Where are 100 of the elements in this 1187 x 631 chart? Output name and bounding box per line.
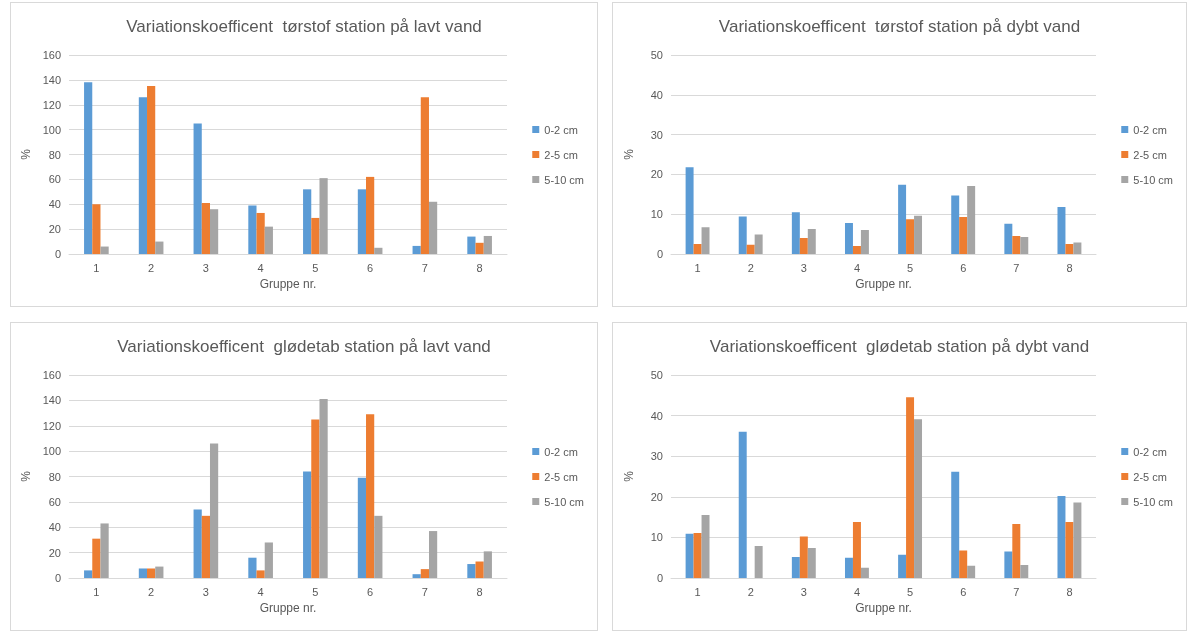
- bar: [256, 570, 265, 578]
- bar: [1020, 565, 1029, 578]
- x-tick-label: 4: [257, 261, 264, 274]
- bar: [248, 205, 257, 254]
- bar: [852, 521, 861, 578]
- y-tick-label: 10: [650, 531, 663, 544]
- bar: [84, 570, 93, 578]
- y-tick-label: 160: [42, 49, 61, 61]
- y-axis-title: %: [18, 148, 33, 160]
- bar: [138, 568, 148, 578]
- y-tick-label: 20: [650, 490, 663, 503]
- x-tick-label: 8: [476, 261, 483, 274]
- x-tick-label: 6: [960, 585, 967, 598]
- x-tick-label: 2: [747, 585, 754, 598]
- bar: [799, 536, 808, 578]
- bar: [685, 533, 694, 578]
- y-tick-label: 120: [42, 98, 61, 111]
- bar: [906, 397, 915, 578]
- legend-label: 5-10 cm: [544, 173, 585, 186]
- y-tick-label: 160: [42, 369, 61, 381]
- bar: [1065, 521, 1074, 578]
- bar: [738, 431, 747, 578]
- bar: [311, 419, 320, 578]
- x-axis-title: Gruppe nr.: [259, 277, 317, 291]
- x-tick-label: 1: [93, 585, 100, 598]
- bar: [303, 189, 312, 254]
- bar: [898, 554, 907, 578]
- x-tick-label: 8: [476, 585, 483, 598]
- bar: [412, 574, 421, 578]
- bar: [256, 212, 265, 254]
- x-tick-label: 7: [421, 585, 428, 598]
- bar: [799, 238, 808, 254]
- legend-label: 0-2 cm: [1133, 445, 1167, 458]
- y-tick-label: 100: [42, 123, 61, 136]
- x-tick-label: 3: [202, 585, 209, 598]
- bar: [967, 565, 976, 578]
- bar: [193, 123, 202, 254]
- chart-title: Variationskoefficent glødetab station på dybt vand: [709, 337, 1090, 356]
- bar: [374, 515, 383, 578]
- bar: [138, 97, 148, 254]
- bar: [467, 564, 476, 578]
- y-tick-label: 20: [48, 223, 61, 236]
- bar: [319, 399, 328, 578]
- x-tick-label: 4: [853, 585, 860, 598]
- legend-label: 5-10 cm: [1133, 173, 1174, 186]
- bar: [428, 201, 438, 254]
- legend-label: 2-5 cm: [544, 148, 578, 161]
- bar: [374, 247, 383, 254]
- legend-label: 5-10 cm: [1133, 495, 1174, 508]
- x-tick-label: 2: [747, 261, 754, 274]
- bar: [1057, 207, 1066, 254]
- y-tick-label: 0: [656, 572, 663, 584]
- y-tick-label: 40: [650, 88, 663, 101]
- y-axis-title: %: [18, 470, 33, 482]
- bar: [483, 235, 492, 254]
- bar: [193, 509, 202, 578]
- y-tick-label: 60: [48, 173, 61, 186]
- bar: [155, 241, 164, 254]
- x-tick-label: 7: [1013, 585, 1020, 598]
- bar: [475, 561, 484, 578]
- bar: [959, 550, 968, 578]
- bar: [1073, 242, 1082, 254]
- bar: [754, 545, 763, 578]
- bar: [791, 212, 800, 254]
- legend-label: 0-2 cm: [1133, 123, 1167, 136]
- bar: [951, 471, 960, 578]
- legend-label: 2-5 cm: [544, 470, 578, 483]
- bar: [209, 209, 219, 254]
- x-tick-label: 6: [367, 585, 374, 598]
- x-tick-label: 7: [1013, 261, 1020, 274]
- x-tick-label: 4: [853, 261, 860, 274]
- x-tick-label: 5: [907, 261, 914, 274]
- x-tick-label: 2: [148, 261, 155, 274]
- x-axis-title: Gruppe nr.: [855, 277, 912, 291]
- legend-label: 2-5 cm: [1133, 148, 1167, 161]
- y-tick-label: 50: [650, 49, 663, 61]
- x-tick-label: 7: [421, 261, 428, 274]
- y-tick-label: 30: [650, 450, 663, 463]
- x-tick-label: 1: [93, 261, 100, 274]
- y-tick-label: 140: [42, 73, 61, 86]
- x-tick-label: 1: [694, 261, 701, 274]
- bar: [967, 185, 976, 254]
- x-tick-label: 5: [312, 585, 319, 598]
- bar: [264, 226, 273, 254]
- bar: [311, 217, 320, 254]
- bar: [483, 551, 492, 578]
- x-axis-title: Gruppe nr.: [259, 601, 317, 615]
- chart-title: Variationskoefficent glødetab station på lavt vand: [117, 337, 491, 356]
- bar: [738, 216, 747, 254]
- legend-label: 5-10 cm: [544, 495, 585, 508]
- bar: [693, 532, 702, 578]
- x-tick-label: 1: [694, 585, 701, 598]
- y-tick-label: 40: [48, 521, 61, 534]
- y-tick-label: 80: [48, 470, 61, 483]
- x-tick-label: 8: [1066, 261, 1073, 274]
- bar: [959, 216, 968, 254]
- bar: [1057, 495, 1066, 578]
- bar: [1065, 244, 1074, 254]
- bar: [852, 246, 861, 254]
- x-tick-label: 6: [960, 261, 967, 274]
